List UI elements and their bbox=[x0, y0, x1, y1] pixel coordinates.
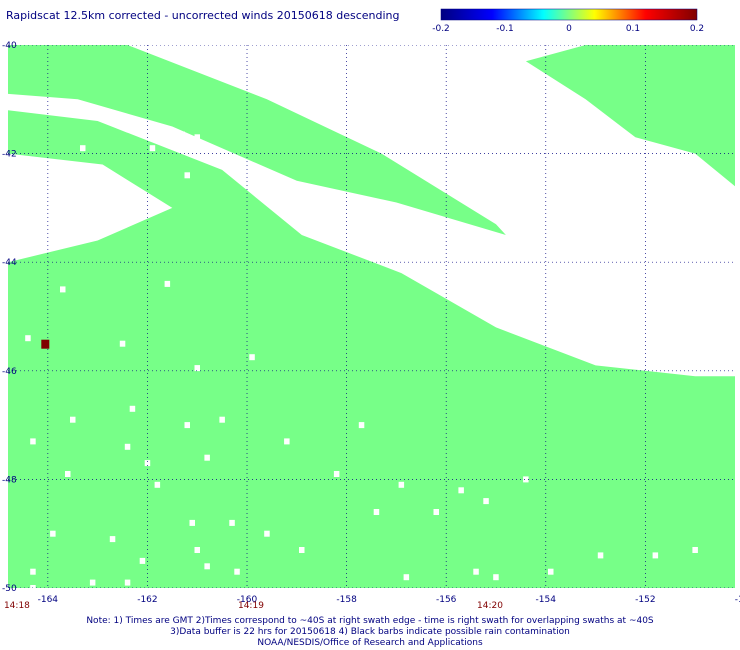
colorbar-tick-label: 0.2 bbox=[690, 24, 704, 34]
missing-cell bbox=[119, 340, 126, 347]
missing-cell bbox=[284, 438, 290, 445]
missing-cell bbox=[30, 438, 36, 445]
missing-cell bbox=[194, 365, 200, 372]
missing-cell bbox=[398, 481, 405, 488]
missing-cell bbox=[458, 487, 464, 494]
colorbar-tick-label: 0 bbox=[566, 24, 572, 34]
missing-cell bbox=[164, 280, 171, 287]
x-tick-label: -160 bbox=[237, 595, 258, 605]
y-tick-label: -48 bbox=[2, 475, 17, 485]
y-tick-label: -42 bbox=[2, 150, 17, 160]
colorbar bbox=[440, 8, 698, 21]
missing-cell bbox=[179, 131, 185, 138]
missing-cell bbox=[523, 476, 529, 483]
y-tick-label: -46 bbox=[2, 367, 17, 377]
y-tick-label: -40 bbox=[2, 41, 17, 51]
note-line-3: NOAA/NESDIS/Office of Research and Appli… bbox=[257, 638, 483, 648]
missing-cell bbox=[139, 557, 146, 564]
missing-cell bbox=[483, 498, 489, 505]
missing-cell bbox=[30, 568, 36, 575]
anomaly-cell bbox=[41, 339, 50, 349]
missing-cell bbox=[70, 416, 76, 423]
missing-cell bbox=[219, 416, 225, 423]
chart-title: Rapidscat 12.5km corrected - uncorrected… bbox=[6, 9, 400, 22]
missing-cell bbox=[229, 161, 235, 168]
missing-cell bbox=[652, 552, 659, 559]
missing-cell bbox=[194, 134, 200, 141]
missing-cell bbox=[30, 585, 36, 588]
missing-cell bbox=[597, 552, 604, 559]
missing-cell bbox=[229, 519, 235, 526]
x-tick-label: -162 bbox=[137, 595, 157, 605]
missing-cell bbox=[433, 509, 439, 515]
missing-cell bbox=[189, 519, 195, 526]
missing-cell bbox=[89, 579, 96, 586]
colorbar-tick-label: -0.2 bbox=[432, 24, 450, 34]
missing-cell bbox=[109, 536, 116, 543]
x-tick-label: -154 bbox=[536, 595, 557, 605]
missing-cell bbox=[154, 481, 161, 488]
colorbar-tick-label: -0.1 bbox=[496, 24, 514, 34]
missing-cell bbox=[373, 509, 380, 515]
note-line-2: 3)Data buffer is 22 hrs for 20150618 4) … bbox=[170, 627, 570, 637]
y-tick-label: -44 bbox=[2, 258, 17, 268]
missing-cell bbox=[149, 145, 156, 152]
missing-cell bbox=[194, 547, 200, 553]
missing-cell bbox=[249, 354, 255, 361]
note-line-1: Note: 1) Times are GMT 2)Times correspon… bbox=[86, 616, 654, 626]
missing-cell bbox=[234, 568, 240, 575]
y-tick-label: -50 bbox=[2, 584, 17, 594]
missing-cell bbox=[50, 530, 56, 537]
missing-cell bbox=[204, 563, 210, 570]
swath-area bbox=[8, 110, 735, 588]
time-label: 14:18 bbox=[3, 601, 30, 611]
missing-cell bbox=[144, 460, 151, 467]
swath-area bbox=[8, 45, 506, 235]
missing-cell bbox=[333, 471, 340, 477]
missing-cell bbox=[358, 422, 365, 429]
missing-cell bbox=[184, 422, 190, 429]
missing-cell bbox=[493, 574, 499, 581]
missing-cell bbox=[60, 286, 66, 293]
x-tick-label: -164 bbox=[38, 595, 59, 605]
x-tick-label: -156 bbox=[436, 595, 457, 605]
time-label: 14:19 bbox=[237, 601, 264, 611]
missing-cell bbox=[65, 471, 71, 477]
missing-cell bbox=[473, 568, 479, 575]
x-tick-label: -150 bbox=[735, 595, 740, 605]
time-label: 14:20 bbox=[477, 601, 503, 611]
colorbar-tick-label: 0.1 bbox=[626, 24, 640, 34]
missing-cell bbox=[299, 547, 305, 553]
missing-cell bbox=[692, 547, 698, 553]
x-tick-label: -152 bbox=[635, 595, 655, 605]
missing-cell bbox=[129, 405, 136, 412]
missing-cell bbox=[548, 568, 554, 575]
missing-cell bbox=[80, 145, 86, 152]
missing-cell bbox=[264, 530, 270, 537]
missing-cell bbox=[25, 335, 31, 342]
x-tick-label: -158 bbox=[336, 595, 357, 605]
missing-cell bbox=[184, 172, 190, 179]
missing-cell bbox=[204, 454, 210, 461]
missing-cell bbox=[124, 443, 131, 450]
swath-area bbox=[525, 45, 735, 187]
missing-cell bbox=[124, 579, 131, 586]
missing-cell bbox=[403, 574, 410, 581]
